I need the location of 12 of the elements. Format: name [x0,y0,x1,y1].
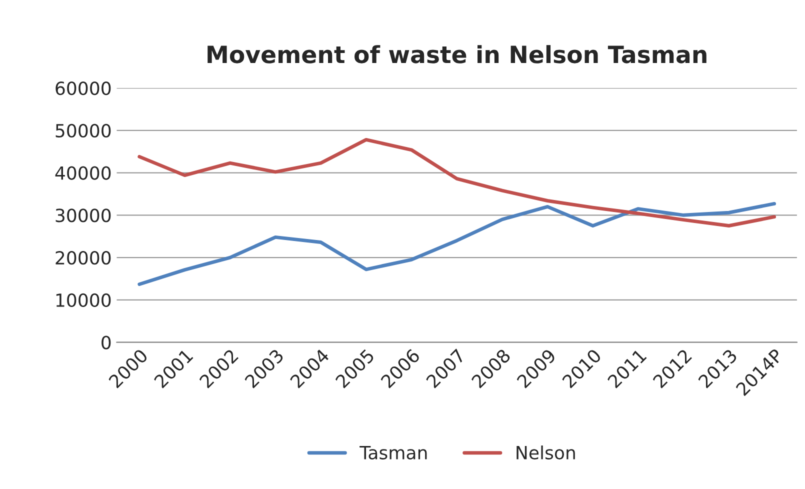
y-tick-label: 0 [102,336,111,350]
y-tick-label: 30000 [56,208,111,222]
y-tick-label: 60000 [56,81,111,96]
y-tick-label: 10000 [56,293,111,308]
y-tick-label: 40000 [55,166,111,180]
y-tick-label: 50000 [56,124,111,138]
y-tick-label: 20000 [56,251,111,265]
legend-label: Nelson [516,445,575,460]
legend-label: Tasman [360,446,427,460]
line-series [138,138,776,228]
line-series [138,202,776,286]
chart-title: Movement of waste in Nelson Tasman [208,45,706,64]
